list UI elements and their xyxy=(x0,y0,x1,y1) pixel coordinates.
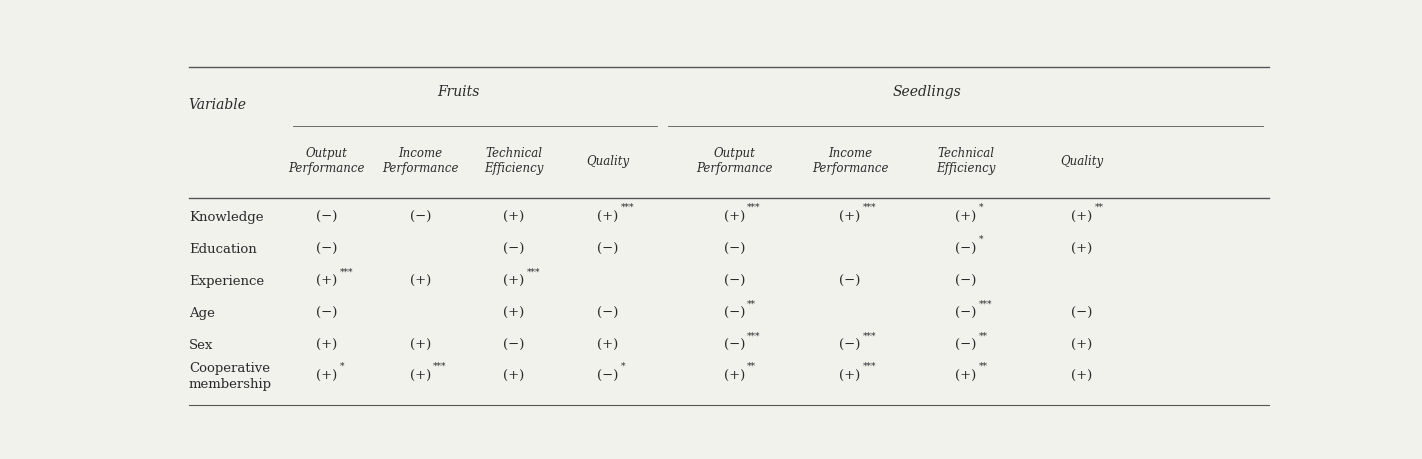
Text: Quality: Quality xyxy=(1059,155,1103,168)
Text: *: * xyxy=(978,235,983,244)
Text: ***: *** xyxy=(978,299,993,308)
Text: Technical
Efficiency: Technical Efficiency xyxy=(936,147,995,175)
Text: (+): (+) xyxy=(724,370,745,383)
Text: (+): (+) xyxy=(503,275,525,288)
Text: Knowledge: Knowledge xyxy=(189,211,263,224)
Text: (−): (−) xyxy=(724,243,745,256)
Text: (+): (+) xyxy=(410,275,431,288)
Text: (−): (−) xyxy=(597,243,619,256)
Text: ***: *** xyxy=(863,362,876,371)
Text: (−): (−) xyxy=(316,307,337,320)
Text: (−): (−) xyxy=(503,243,525,256)
Text: *: * xyxy=(978,203,983,212)
Text: (−): (−) xyxy=(956,307,977,320)
Text: ***: *** xyxy=(434,362,447,371)
Text: (+): (+) xyxy=(316,339,337,353)
Text: (−): (−) xyxy=(724,307,745,320)
Text: ***: *** xyxy=(526,267,540,276)
Text: Fruits: Fruits xyxy=(438,85,481,99)
Text: *: * xyxy=(340,362,344,371)
Text: (+): (+) xyxy=(410,370,431,383)
Text: Output
Performance: Output Performance xyxy=(289,147,365,175)
Text: (−): (−) xyxy=(597,307,619,320)
Text: (−): (−) xyxy=(956,275,977,288)
Text: **: ** xyxy=(747,362,757,371)
Text: Quality: Quality xyxy=(586,155,629,168)
Text: (−): (−) xyxy=(839,339,860,353)
Text: (+): (+) xyxy=(597,211,619,224)
Text: (−): (−) xyxy=(316,211,337,224)
Text: (−): (−) xyxy=(503,339,525,353)
Text: (+): (+) xyxy=(1071,370,1092,383)
Text: (−): (−) xyxy=(956,339,977,353)
Text: (+): (+) xyxy=(839,370,860,383)
Text: Education: Education xyxy=(189,243,256,256)
Text: Age: Age xyxy=(189,307,215,320)
Text: (+): (+) xyxy=(597,339,619,353)
Text: Variable: Variable xyxy=(189,98,247,112)
Text: (+): (+) xyxy=(503,211,525,224)
Text: (−): (−) xyxy=(316,243,337,256)
Text: (+): (+) xyxy=(724,211,745,224)
Text: (−): (−) xyxy=(956,243,977,256)
Text: ***: *** xyxy=(863,331,876,341)
Text: (+): (+) xyxy=(1071,339,1092,353)
Text: ***: *** xyxy=(620,203,634,212)
Text: (−): (−) xyxy=(410,211,431,224)
Text: Experience: Experience xyxy=(189,275,264,288)
Text: (+): (+) xyxy=(316,275,337,288)
Text: (+): (+) xyxy=(956,211,977,224)
Text: (−): (−) xyxy=(597,370,619,383)
Text: Technical
Efficiency: Technical Efficiency xyxy=(483,147,543,175)
Text: (−): (−) xyxy=(1071,307,1092,320)
Text: **: ** xyxy=(978,362,988,371)
Text: (+): (+) xyxy=(1071,243,1092,256)
Text: *: * xyxy=(620,362,626,371)
Text: (−): (−) xyxy=(724,339,745,353)
Text: Output
Performance: Output Performance xyxy=(695,147,772,175)
Text: Sex: Sex xyxy=(189,339,213,353)
Text: (−): (−) xyxy=(724,275,745,288)
Text: Income
Performance: Income Performance xyxy=(383,147,458,175)
Text: **: ** xyxy=(747,299,757,308)
Text: (+): (+) xyxy=(410,339,431,353)
Text: (+): (+) xyxy=(839,211,860,224)
Text: (+): (+) xyxy=(1071,211,1092,224)
Text: (−): (−) xyxy=(839,275,860,288)
Text: ***: *** xyxy=(863,203,876,212)
Text: Income
Performance: Income Performance xyxy=(812,147,889,175)
Text: ***: *** xyxy=(340,267,353,276)
Text: ***: *** xyxy=(747,203,761,212)
Text: (+): (+) xyxy=(503,370,525,383)
Text: (+): (+) xyxy=(956,370,977,383)
Text: (+): (+) xyxy=(316,370,337,383)
Text: Seedlings: Seedlings xyxy=(893,85,961,99)
Text: (+): (+) xyxy=(503,307,525,320)
Text: ***: *** xyxy=(747,331,761,341)
Text: Cooperative
membership: Cooperative membership xyxy=(189,362,272,391)
Text: **: ** xyxy=(978,331,988,341)
Text: **: ** xyxy=(1095,203,1103,212)
